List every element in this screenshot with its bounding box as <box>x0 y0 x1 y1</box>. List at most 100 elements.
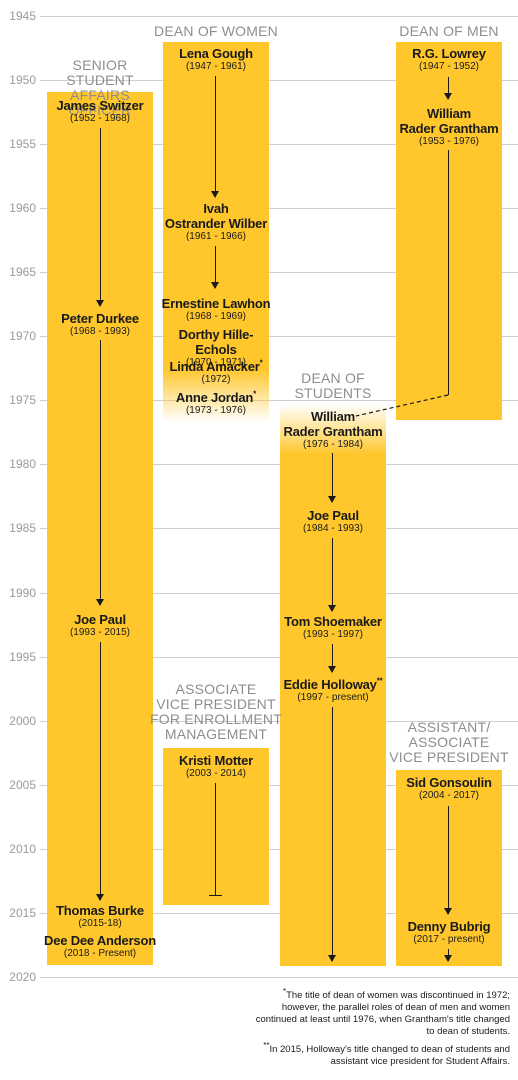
succession-arrow <box>211 76 219 198</box>
dean-students-heading: DEAN OF STUDENTS <box>280 371 386 401</box>
footnote-marker: * <box>259 358 263 368</box>
footnote-text: In 2015, Holloway's title changed to dea… <box>269 1044 510 1067</box>
avp-enrollment-heading: ASSOCIATE VICE PRESIDENT FOR ENROLLMENT … <box>150 682 282 742</box>
person-ivah-ostrander-wilber: Ivah Ostrander Wilber (1961 - 1966) <box>163 201 269 243</box>
gridline <box>40 721 518 722</box>
person-name: Rader Grantham <box>399 121 499 136</box>
person-years: (1953 - 1976) <box>418 136 480 147</box>
succession-arrow <box>96 340 104 606</box>
year-label: 1980 <box>9 457 36 471</box>
person-name: Kristi Motter <box>179 753 253 768</box>
heading-line: VICE PRESIDENT <box>156 696 276 712</box>
person-tom-shoemaker: Tom Shoemaker (1993 - 1997) <box>277 614 389 641</box>
gridline <box>40 593 518 594</box>
person-joe-paul-students: Joe Paul (1984 - 1993) <box>280 508 386 535</box>
person-peter-durkee: Peter Durkee (1968 - 1993) <box>47 311 153 338</box>
person-name: James Switzer <box>56 98 144 113</box>
year-label: 1960 <box>9 201 36 215</box>
year-label: 1945 <box>9 9 36 23</box>
succession-arrow <box>328 538 336 612</box>
person-eddie-holloway: Eddie Holloway** (1997 - present) <box>277 677 389 704</box>
dean-women-column <box>163 42 269 422</box>
person-years: (2003 - 2014) <box>185 768 247 779</box>
title-change-connector <box>355 394 449 417</box>
heading-line: STUDENTS <box>294 385 372 401</box>
person-years: (1968 - 1969) <box>185 311 247 322</box>
person-years: (1997 - present) <box>297 692 369 703</box>
person-lena-gough: Lena Gough (1947 - 1961) <box>163 46 269 73</box>
person-thomas-burke: Thomas Burke (2015-18) <box>47 903 153 930</box>
year-label: 1950 <box>9 73 36 87</box>
gridline <box>40 144 518 145</box>
succession-arrow <box>211 246 219 289</box>
gridline <box>40 336 518 337</box>
succession-arrow <box>444 806 452 915</box>
person-name: Joe Paul <box>307 508 359 523</box>
footnote-marker: ** <box>376 676 383 686</box>
person-rg-lowrey: R.G. Lowrey (1947 - 1952) <box>396 46 502 73</box>
person-years: (2015-18) <box>78 918 122 929</box>
person-name: William <box>427 106 471 121</box>
person-name: William <box>311 409 355 424</box>
succession-arrow <box>96 128 104 307</box>
gridline <box>40 80 518 81</box>
person-name: Peter Durkee <box>61 311 139 326</box>
person-years: (1993 - 2015) <box>69 627 131 638</box>
person-name: R.G. Lowrey <box>412 46 486 61</box>
person-years: (1968 - 1993) <box>69 326 131 337</box>
person-years: (1952 - 1968) <box>69 113 131 124</box>
year-label: 2015 <box>9 906 36 920</box>
person-name: Sid Gonsoulin <box>406 775 492 790</box>
person-william-rader-grantham-men: William Rader Grantham (1953 - 1976) <box>396 106 502 148</box>
heading-line: VICE PRESIDENT <box>389 749 509 765</box>
gridline <box>40 464 518 465</box>
person-name: Ostrander Wilber <box>164 216 268 231</box>
heading-line: MANAGEMENT <box>164 726 268 742</box>
heading-line: ASSOCIATE <box>175 681 257 697</box>
year-label: 1970 <box>9 329 36 343</box>
footnote-marker: * <box>282 986 287 996</box>
person-denny-bubrig: Denny Bubrig (2017 - present) <box>396 919 502 946</box>
person-william-rader-grantham-students: William Rader Grantham (1976 - 1984) <box>280 409 386 451</box>
person-years: (2004 - 2017) <box>418 790 480 801</box>
person-years: (1970 - 1971) <box>185 357 247 368</box>
person-years: (1961 - 1966) <box>185 231 247 242</box>
person-james-switzer: James Switzer (1952 - 1968) <box>47 98 153 125</box>
footnote-holloway: **In 2015, Holloway's title changed to d… <box>254 1041 510 1068</box>
footnote-marker: * <box>253 389 257 399</box>
year-label: 1955 <box>9 137 36 151</box>
person-anne-jordan: Anne Jordan* (1973 - 1976) <box>163 390 269 417</box>
footnote-dean-of-women: *The title of dean of women was disconti… <box>254 986 510 1038</box>
succession-arrow <box>96 642 104 901</box>
person-years: (1947 - 1952) <box>418 61 480 72</box>
gridline <box>40 977 518 978</box>
year-label: 1985 <box>9 521 36 535</box>
year-label: 1965 <box>9 265 36 279</box>
year-label: 2000 <box>9 714 36 728</box>
continuation-arrow <box>444 949 452 962</box>
gridline <box>40 400 518 401</box>
gridline <box>40 208 518 209</box>
person-name: Denny Bubrig <box>407 919 491 934</box>
end-of-tenure-line <box>209 783 222 896</box>
heading-line: ASSISTANT/ <box>407 719 491 735</box>
heading-line: ASSOCIATE <box>408 734 490 750</box>
person-name: Tom Shoemaker <box>284 614 382 629</box>
person-name: Joe Paul <box>74 612 126 627</box>
person-name: Dee Dee Anderson <box>44 933 156 948</box>
footnote-text: The title of dean of women was discontin… <box>255 990 510 1037</box>
person-name: Anne Jordan <box>175 390 254 405</box>
year-label: 2020 <box>9 970 36 984</box>
continuation-line <box>448 150 449 395</box>
person-name: Lena Gough <box>179 46 253 61</box>
person-dorthy-hille-echols: Dorthy Hille-Echols (1970 - 1971) <box>160 327 272 369</box>
year-label: 1995 <box>9 650 36 664</box>
heading-line: FOR ENROLLMENT <box>150 711 282 727</box>
year-label: 1975 <box>9 393 36 407</box>
gridline <box>40 785 518 786</box>
person-dee-dee-anderson: Dee Dee Anderson (2018 - Present) <box>44 933 156 960</box>
person-years: (1972) <box>201 374 231 385</box>
person-years: (1993 - 1997) <box>302 629 364 640</box>
person-years: (1973 - 1976) <box>185 405 247 416</box>
person-linda-amacker: Linda Amacker* (1972) <box>163 359 269 386</box>
